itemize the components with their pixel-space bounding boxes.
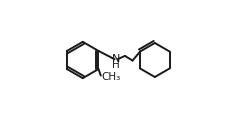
Text: CH₃: CH₃ [101,72,121,82]
Text: H: H [112,60,120,70]
Text: N: N [112,54,120,64]
